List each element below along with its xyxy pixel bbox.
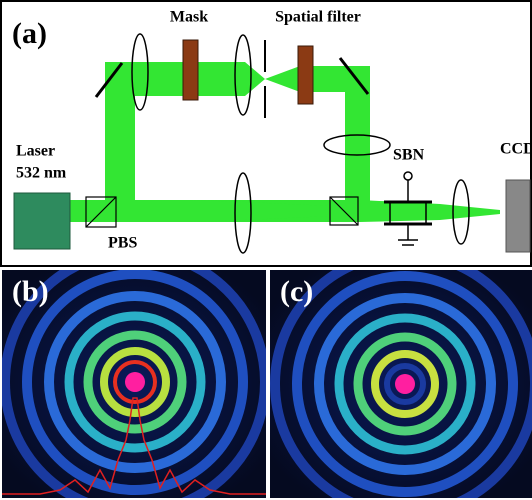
label: CCD: [500, 141, 532, 158]
filter: [298, 46, 313, 104]
panel-label: (b): [12, 275, 49, 308]
label: PBS: [108, 235, 137, 252]
mask: [183, 40, 198, 100]
panel-label: (a): [12, 17, 47, 50]
figure: (a) Mask Spatial filter Laser 532 nm PBS…: [0, 0, 532, 500]
label: 532 nm: [16, 165, 67, 182]
label: SBN: [393, 147, 425, 164]
setup-diagram: (a) Mask Spatial filter Laser 532 nm PBS…: [1, 1, 532, 266]
ccd: [506, 180, 530, 252]
panel-label: (c): [280, 275, 313, 308]
label: Mask: [170, 9, 208, 26]
label: Spatial filter: [275, 9, 361, 26]
label: Laser: [16, 143, 55, 160]
laser: [14, 193, 70, 249]
